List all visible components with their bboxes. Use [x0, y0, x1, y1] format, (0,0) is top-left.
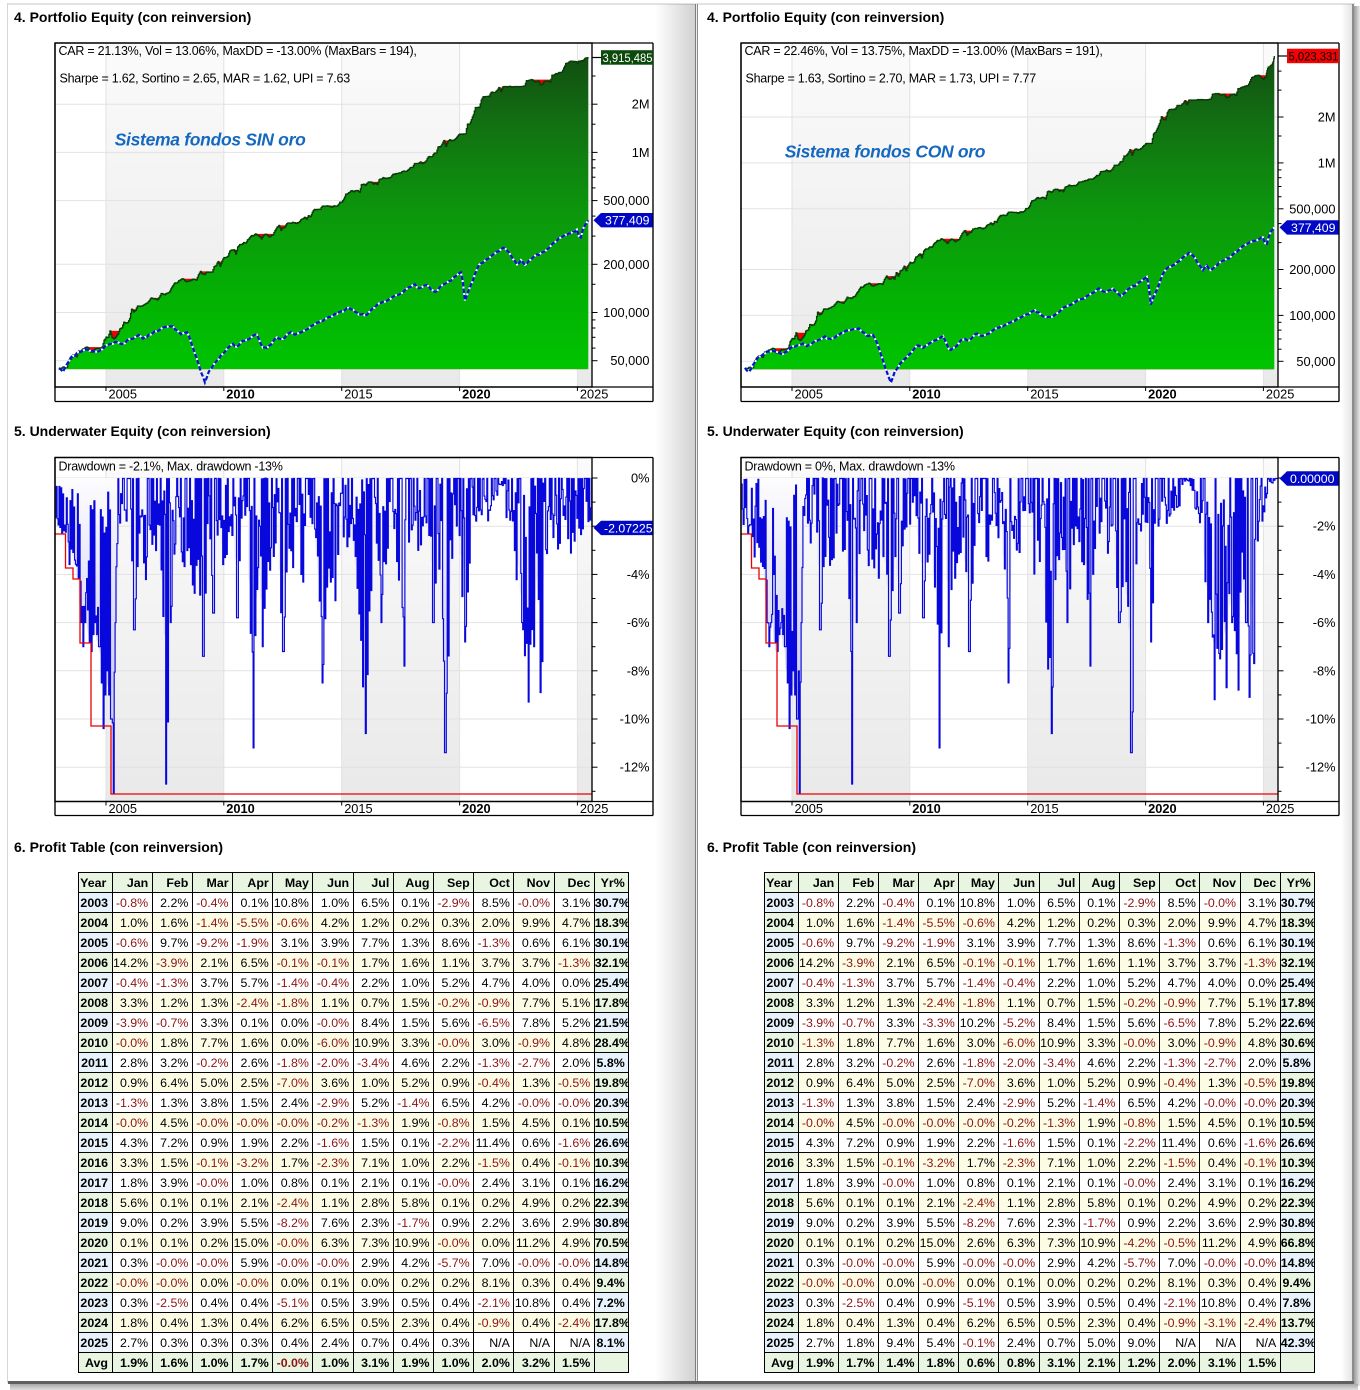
svg-text:100,000: 100,000 [603, 305, 649, 320]
svg-text:-2.07225: -2.07225 [604, 521, 653, 535]
svg-text:0%: 0% [631, 471, 650, 486]
svg-text:200,000: 200,000 [1289, 262, 1335, 277]
svg-text:2005: 2005 [109, 387, 137, 402]
svg-text:2025: 2025 [1266, 387, 1294, 402]
svg-text:50,000: 50,000 [610, 353, 649, 368]
svg-text:2005: 2005 [795, 387, 823, 402]
svg-text:377,409: 377,409 [605, 214, 650, 228]
svg-text:-8%: -8% [627, 663, 650, 678]
svg-text:2010: 2010 [226, 387, 254, 402]
svg-text:100,000: 100,000 [1289, 308, 1335, 323]
svg-text:CAR = 21.13%, Vol = 13.06%, Ma: CAR = 21.13%, Vol = 13.06%, MaxDD = -13.… [59, 44, 417, 58]
svg-text:2015: 2015 [344, 801, 372, 816]
svg-text:3,915,485: 3,915,485 [603, 51, 653, 65]
svg-text:Sharpe = 1.62, Sortino = 2.65,: Sharpe = 1.62, Sortino = 2.65, MAR = 1.6… [60, 72, 351, 86]
svg-text:2015: 2015 [1030, 387, 1058, 402]
svg-text:377,409: 377,409 [1291, 221, 1336, 235]
svg-text:2M: 2M [1318, 110, 1336, 125]
svg-text:-8%: -8% [1313, 663, 1336, 678]
svg-text:2010: 2010 [912, 801, 940, 816]
svg-text:-6%: -6% [627, 615, 650, 630]
svg-text:Drawdown = -2.1%, Max. drawdow: Drawdown = -2.1%, Max. drawdown -13% [59, 460, 283, 474]
svg-text:CAR = 22.46%, Vol = 13.75%, Ma: CAR = 22.46%, Vol = 13.75%, MaxDD = -13.… [745, 44, 1103, 58]
svg-text:2020: 2020 [1148, 387, 1176, 402]
svg-text:1M: 1M [632, 145, 650, 160]
svg-text:500,000: 500,000 [603, 193, 649, 208]
svg-text:Sharpe = 1.63, Sortino = 2.70,: Sharpe = 1.63, Sortino = 2.70, MAR = 1.7… [746, 72, 1037, 86]
svg-text:2020: 2020 [1148, 801, 1176, 816]
svg-text:-10%: -10% [1306, 712, 1336, 727]
svg-text:2010: 2010 [226, 801, 254, 816]
svg-text:2010: 2010 [912, 387, 940, 402]
svg-text:2015: 2015 [344, 387, 372, 402]
svg-text:-4%: -4% [1313, 567, 1336, 582]
svg-text:2025: 2025 [580, 801, 608, 816]
svg-text:-12%: -12% [1306, 760, 1336, 775]
svg-text:-6%: -6% [1313, 615, 1336, 630]
svg-text:2020: 2020 [462, 387, 490, 402]
svg-text:-10%: -10% [620, 712, 650, 727]
svg-text:2015: 2015 [1030, 801, 1058, 816]
svg-text:Drawdown = 0%, Max. drawdown -: Drawdown = 0%, Max. drawdown -13% [745, 460, 955, 474]
svg-text:Sistema fondos CON oro: Sistema fondos CON oro [785, 142, 986, 162]
svg-text:2025: 2025 [1266, 801, 1294, 816]
svg-text:500,000: 500,000 [1289, 201, 1335, 216]
svg-text:-2%: -2% [1313, 519, 1336, 534]
svg-text:2025: 2025 [580, 387, 608, 402]
svg-text:2005: 2005 [109, 801, 137, 816]
svg-text:0.00000: 0.00000 [1290, 472, 1335, 486]
svg-text:-12%: -12% [620, 760, 650, 775]
svg-text:2005: 2005 [795, 801, 823, 816]
svg-text:50,000: 50,000 [1296, 354, 1335, 369]
svg-text:1M: 1M [1318, 155, 1336, 170]
svg-text:-4%: -4% [627, 567, 650, 582]
svg-text:Sistema fondos SIN oro: Sistema fondos SIN oro [115, 130, 306, 150]
svg-text:2020: 2020 [462, 801, 490, 816]
svg-text:2M: 2M [632, 97, 650, 112]
svg-text:5,023,331: 5,023,331 [1289, 49, 1339, 63]
svg-text:200,000: 200,000 [603, 257, 649, 272]
